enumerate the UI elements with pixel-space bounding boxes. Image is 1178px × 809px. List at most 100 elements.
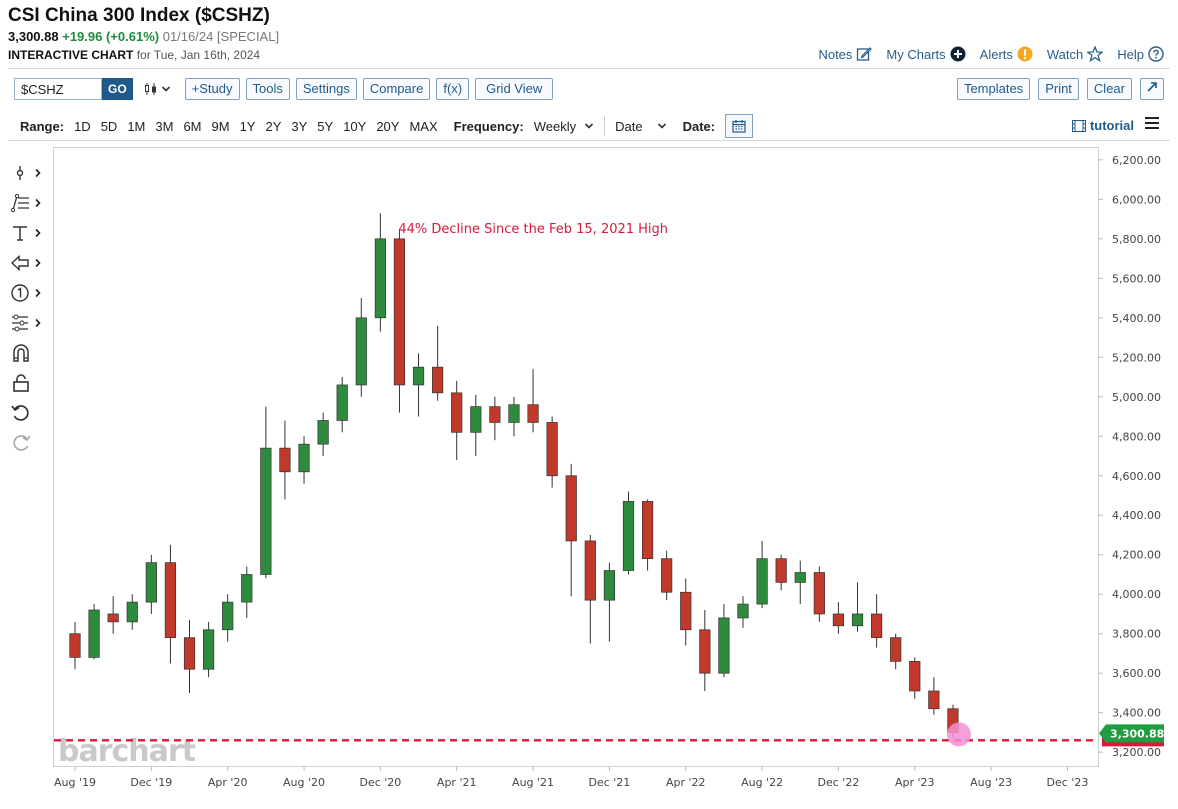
range-9m[interactable]: 9M [211, 118, 230, 134]
arrow-tool[interactable] [10, 248, 50, 278]
y-tick-label: 6,000.00 [1112, 193, 1161, 206]
candle-body [565, 475, 577, 542]
range-10y[interactable]: 10Y [343, 118, 367, 134]
expand-button[interactable] [1140, 78, 1164, 100]
notes-label: Notes [818, 46, 853, 62]
current-price-marker [946, 722, 971, 747]
clear-button[interactable]: Clear [1086, 78, 1132, 100]
alerts-link[interactable]: Alerts [980, 46, 1033, 62]
y-tick-label: 3,600.00 [1112, 667, 1161, 680]
candle-body [508, 404, 520, 423]
down-candle [813, 566, 825, 622]
candle-body [241, 574, 253, 603]
function-button[interactable]: f(x) [436, 78, 470, 100]
expand-icon [1147, 82, 1157, 92]
chevron-down-icon [657, 123, 666, 129]
notes-link[interactable]: Notes [818, 46, 873, 62]
study-button[interactable]: +Study [184, 78, 240, 100]
up-candle [412, 353, 425, 417]
candle-body [202, 629, 215, 670]
y-tick-label: 5,400.00 [1112, 312, 1161, 325]
y-axis: 6,200.00 6,000.00 5,800.00 5,600.00 5,400.00… [1098, 154, 1161, 759]
up-candle [355, 298, 367, 397]
redo-tool[interactable] [10, 428, 50, 458]
down-candle [546, 416, 558, 488]
x-axis: Aug '19 Dec '19 Apr '20 Aug '20 Dec '20 Apr '… [54, 766, 1088, 789]
lock-icon [13, 374, 29, 392]
range-5y[interactable]: 5Y [317, 118, 334, 134]
print-button[interactable]: Print [1038, 78, 1079, 100]
undo-tool[interactable] [10, 398, 50, 428]
candle-series [69, 213, 959, 739]
y-tick-label: 5,800.00 [1112, 233, 1161, 246]
candle-body [584, 540, 596, 601]
range-2y[interactable]: 2Y [265, 118, 282, 134]
tools-button[interactable]: Tools [245, 78, 290, 100]
candle-body [183, 637, 196, 670]
range-20y[interactable]: 20Y [376, 118, 400, 134]
chevron-down-icon [585, 123, 594, 129]
range-1m[interactable]: 1M [127, 118, 146, 134]
tutorial-link[interactable]: tutorial [1071, 118, 1134, 133]
crosshair-tool[interactable] [10, 158, 50, 188]
help-link[interactable]: Help [1117, 46, 1164, 62]
magnet-tool[interactable] [10, 338, 50, 368]
compare-button[interactable]: Compare [362, 78, 431, 100]
up-candle [298, 436, 310, 484]
candlestick-icon [144, 83, 156, 95]
alerts-label: Alerts [979, 46, 1013, 62]
range-max[interactable]: MAX [409, 118, 438, 134]
date-picker-button[interactable] [725, 114, 754, 138]
range-6m[interactable]: 6M [183, 118, 202, 134]
date-mode-select[interactable]: Date [615, 119, 666, 134]
fibonacci-tool[interactable] [10, 188, 50, 218]
candle-body [622, 501, 635, 571]
candle-body [126, 601, 138, 623]
x-tick-label: Aug '21 [512, 776, 554, 789]
text-tool[interactable] [10, 218, 50, 248]
frequency-select[interactable]: Weekly [534, 119, 594, 134]
lock-tool[interactable] [10, 368, 50, 398]
candle-body [451, 392, 463, 433]
candle-body [890, 637, 902, 662]
range-1d[interactable]: 1D [74, 118, 91, 134]
templates-button[interactable]: Templates [956, 78, 1031, 100]
support-line-group [54, 734, 1164, 747]
down-candle [871, 594, 883, 648]
candle-body [317, 420, 329, 445]
menu-button[interactable] [1144, 116, 1160, 135]
grid-view-button[interactable]: Grid View [475, 78, 554, 100]
crosshair-icon [16, 166, 24, 180]
quote-timestamp: 01/16/24 [SPECIAL] [162, 29, 280, 44]
up-candle [851, 582, 864, 632]
x-tick-label: Dec '19 [130, 776, 172, 789]
y-tick-label: 5,000.00 [1112, 391, 1161, 404]
range-1y[interactable]: 1Y [239, 118, 256, 134]
price-tag-shape [1099, 724, 1164, 743]
range-divider [604, 116, 606, 136]
settings-tree-tool[interactable] [10, 308, 50, 338]
x-tick-label: Aug '22 [741, 776, 783, 789]
watch-link[interactable]: Watch [1047, 46, 1104, 62]
chart-frame[interactable] [53, 147, 1099, 767]
range-3y[interactable]: 3Y [291, 118, 308, 134]
price-change: +19.96 (+0.61%) [62, 29, 160, 44]
settings-button[interactable]: Settings [295, 78, 357, 100]
number-marker-tool[interactable] [10, 278, 50, 308]
range-5d[interactable]: 5D [100, 118, 118, 134]
range-3m[interactable]: 3M [155, 118, 174, 134]
candle-body [412, 366, 425, 386]
chart-type-dropdown[interactable] [143, 81, 171, 97]
y-tick-label: 4,400.00 [1112, 509, 1161, 522]
x-tick-label: Dec '22 [818, 776, 860, 789]
up-candle [794, 560, 806, 605]
up-candle [718, 604, 730, 678]
calendar-icon [732, 120, 746, 133]
y-tick-label: 3,400.00 [1112, 707, 1161, 720]
y-tick-label: 6,200.00 [1112, 154, 1161, 167]
candle-body [813, 572, 825, 615]
symbol-input[interactable] [14, 78, 102, 100]
frequency-value: Weekly [533, 118, 577, 134]
go-button[interactable]: GO [102, 78, 133, 100]
my-charts-link[interactable]: My Charts [886, 46, 966, 62]
